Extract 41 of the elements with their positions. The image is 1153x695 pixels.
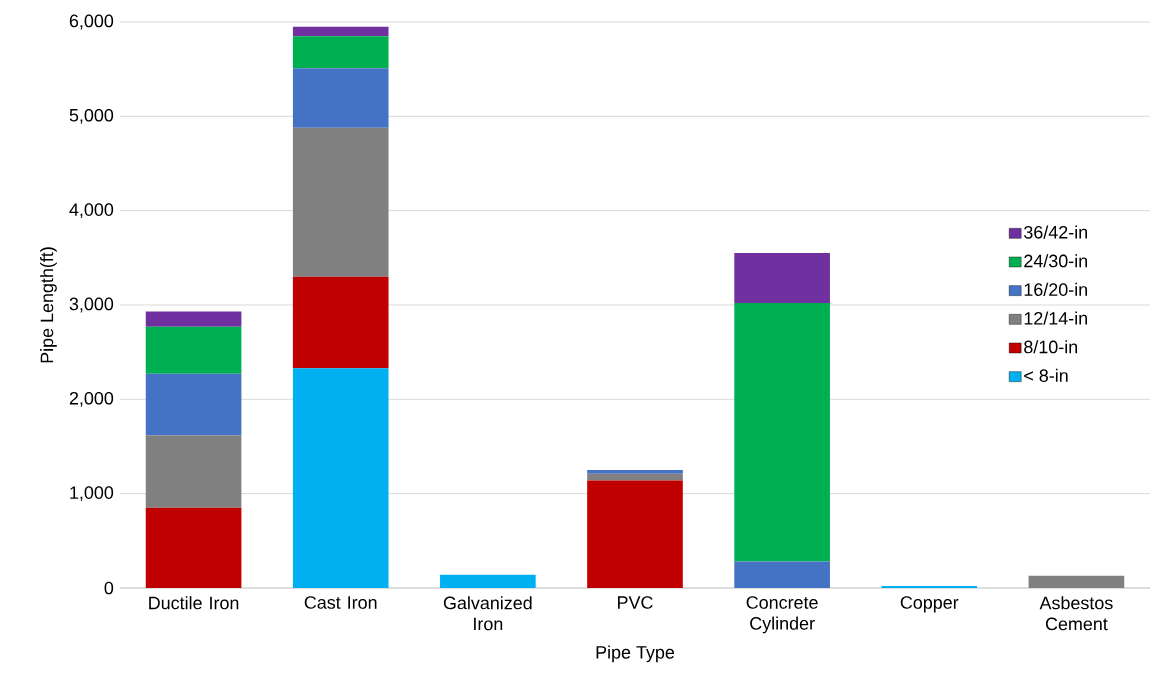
legend-label: 12/14-in <box>1024 311 1087 325</box>
bar <box>145 373 242 436</box>
y-tick-label: 2,000 <box>69 391 114 407</box>
x-tick-label: Galvanized Iron <box>443 596 532 631</box>
bar <box>145 507 242 588</box>
legend-label: 24/30-in <box>1024 254 1087 268</box>
bar <box>292 36 389 69</box>
bar <box>440 574 536 588</box>
y-tick-label: 4,000 <box>69 203 114 219</box>
bar <box>292 68 389 128</box>
bar <box>734 303 830 562</box>
bar <box>734 561 830 588</box>
y-tick-label: 6,000 <box>69 14 114 30</box>
y-tick-label: 5,000 <box>69 108 114 124</box>
bar <box>1028 575 1125 588</box>
x-tick-label: Copper <box>900 596 959 613</box>
bar <box>292 368 389 588</box>
x-tick-label: PVC <box>618 596 653 609</box>
bar <box>587 480 683 588</box>
y-tick-label: 0 <box>104 581 114 595</box>
bar <box>145 435 242 508</box>
y-tick-label: 1,000 <box>70 486 114 502</box>
bar <box>587 473 683 481</box>
legend-label: 36/42-in <box>1024 225 1087 239</box>
x-axis-title: Pipe Type <box>596 645 675 663</box>
x-tick-label: Asbestos Cement <box>1039 596 1113 631</box>
bar <box>734 253 830 304</box>
bar <box>292 276 389 369</box>
y-tick-label: 3,000 <box>69 297 114 313</box>
bar <box>145 326 242 374</box>
bar <box>292 127 389 277</box>
bar <box>292 26 389 37</box>
x-tick-label: Ductile Iron <box>149 596 239 610</box>
bar <box>587 470 683 474</box>
y-axis-title: Pipe Length(ft) <box>40 247 57 363</box>
x-tick-label: Concrete Cylinder <box>746 596 818 634</box>
legend-label: 16/20-in <box>1024 282 1087 296</box>
x-tick-label: Cast Iron <box>304 596 377 609</box>
legend-label: < 8-in <box>1024 368 1068 382</box>
bar <box>145 311 242 327</box>
legend-label: 8/10-in <box>1024 340 1078 354</box>
